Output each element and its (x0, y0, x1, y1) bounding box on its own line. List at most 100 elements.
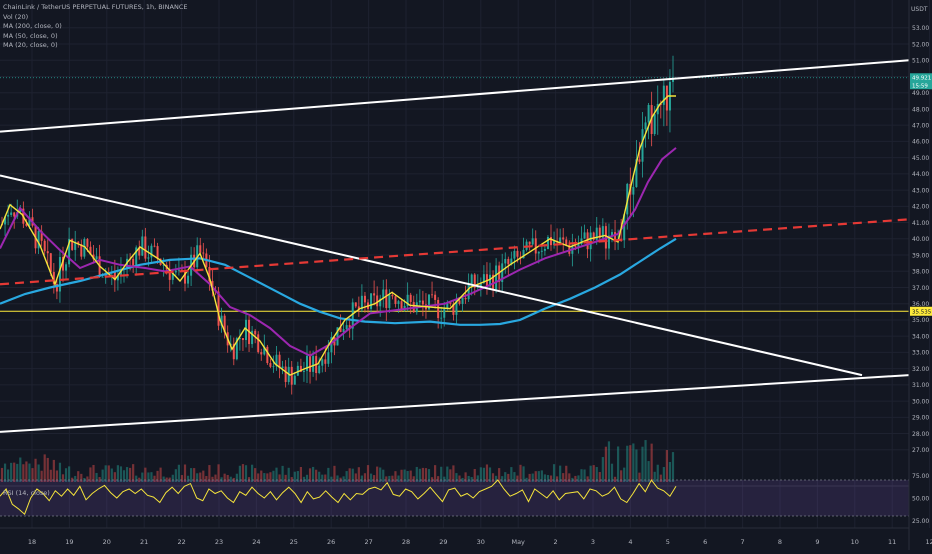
volume-bar (138, 477, 141, 482)
rsi-legend[interactable]: RSI (14, close) (3, 489, 50, 497)
x-tick-label: 28 (402, 538, 410, 546)
volume-bar (421, 467, 424, 482)
volume-bar (141, 472, 144, 482)
candle-body (119, 270, 122, 276)
volume-bar (580, 469, 583, 482)
y-tick-label: 28.00 (912, 431, 929, 438)
candle-body (360, 295, 363, 310)
candle-body (607, 235, 610, 249)
volume-bar (193, 468, 196, 482)
candle-body (62, 257, 64, 271)
y-tick-label: 42.00 (912, 204, 929, 211)
legend-ma50[interactable]: MA (50, close, 0) (3, 31, 58, 40)
candle-body (598, 227, 601, 238)
candle-body (455, 300, 458, 315)
candle-body (40, 231, 43, 241)
volume-bar (315, 469, 318, 482)
x-tick-label: 24 (252, 538, 260, 546)
candle-body (638, 159, 641, 162)
candle-body (77, 241, 80, 245)
volume-bar (467, 475, 470, 482)
volume-bar (284, 474, 287, 482)
volume-bar (357, 467, 360, 482)
candle-body (635, 159, 638, 188)
volume-bar (641, 446, 644, 482)
volume-bar (501, 476, 504, 482)
candle-body (74, 241, 77, 250)
volume-bar (171, 474, 174, 482)
volume-bar (629, 445, 632, 482)
candle-body (662, 85, 665, 105)
y-tick-label: 41.00 (912, 220, 929, 227)
volume-bar (235, 473, 238, 482)
candle-body (46, 251, 49, 254)
volume-bar (385, 476, 388, 482)
candle-body (434, 294, 437, 300)
volume-bar (46, 457, 49, 482)
volume-bar (354, 473, 357, 482)
volume-bar (52, 459, 55, 482)
legend-volume[interactable]: Vol (20) (3, 12, 29, 21)
x-tick-label: 21 (140, 538, 148, 546)
rsi-tick-label: 75.00 (912, 473, 929, 480)
volume-bar (412, 476, 415, 482)
candle-body (568, 244, 571, 254)
volume-bar (241, 464, 245, 482)
y-tick-label: 33.00 (912, 350, 929, 357)
y-tick-label: 36.00 (912, 301, 929, 308)
candle-body (510, 258, 513, 265)
volume-bar (116, 465, 119, 482)
volume-bar (153, 475, 156, 482)
volume-bar (659, 474, 662, 482)
volume-bar (418, 468, 421, 482)
candle-body (321, 359, 324, 366)
candle-body (293, 375, 296, 385)
chart-legend: ChainLink / TetherUS PERPETUAL FUTURES, … (3, 3, 187, 51)
volume-bar (556, 476, 559, 482)
rsi-line (0, 479, 677, 516)
candle-body (574, 245, 577, 247)
volume-bar (424, 468, 428, 482)
volume-bar (345, 471, 348, 482)
volume-bar (58, 462, 62, 482)
x-tick-label: 27 (364, 538, 372, 546)
candle-body (458, 300, 461, 304)
rsi-tick-label: 50.00 (912, 495, 929, 502)
volume-bar (159, 467, 162, 482)
volume-bar (125, 467, 129, 482)
candle-body (238, 338, 241, 339)
volume-bar (510, 467, 513, 482)
legend-ma200[interactable]: MA (200, close, 0) (3, 22, 62, 31)
volume-bar (653, 471, 656, 482)
candle-body (150, 245, 153, 258)
volume-bar (546, 475, 550, 482)
volume-bar (299, 466, 302, 482)
volume-bar (199, 472, 202, 482)
candle-body (653, 114, 656, 135)
candle-body (318, 365, 321, 374)
candle-body (559, 237, 562, 243)
candle-body (473, 274, 476, 288)
candle-body (284, 366, 287, 383)
volume-bar (488, 467, 492, 482)
candle-body (275, 354, 278, 367)
candle-body (324, 359, 327, 364)
candle-body (644, 122, 647, 130)
candle-body (235, 338, 238, 360)
volume-bar (662, 467, 665, 482)
y-tick-label: 44.00 (912, 171, 929, 178)
candle-body (501, 263, 504, 283)
candle-body (577, 244, 580, 247)
volume-bar (180, 475, 184, 482)
volume-bar (552, 464, 556, 482)
candle-body (495, 265, 498, 290)
volume-bar (101, 469, 104, 482)
ma20-line (0, 95, 676, 376)
legend-symbol[interactable]: ChainLink / TetherUS PERPETUAL FUTURES, … (3, 3, 188, 11)
candle-body (467, 284, 470, 300)
volume-bar (491, 473, 495, 482)
volume-bar (119, 466, 123, 482)
legend-ma20[interactable]: MA (20, close, 0) (3, 41, 58, 50)
